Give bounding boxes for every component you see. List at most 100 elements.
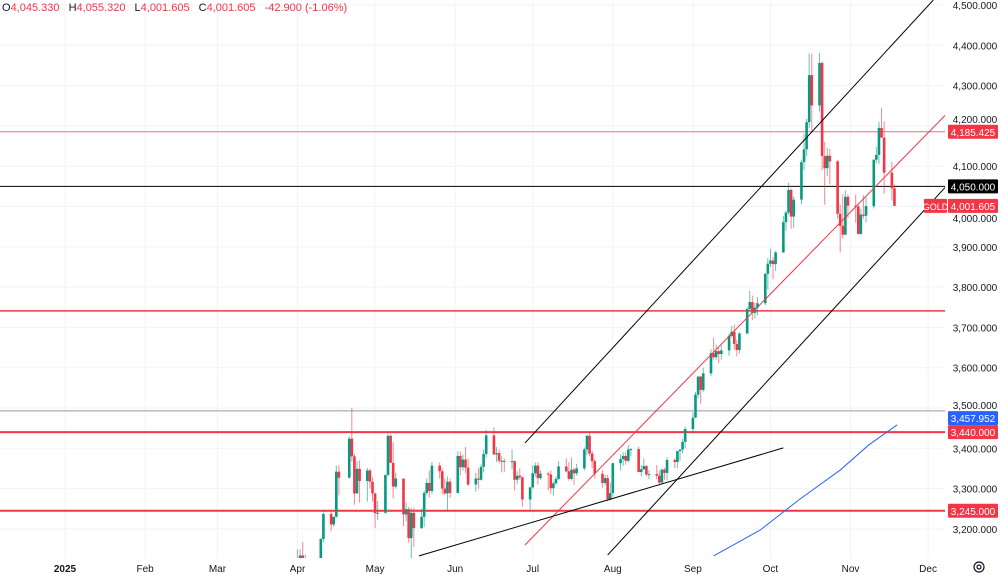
- level-price-label: 4,050.000: [951, 182, 996, 193]
- level-price-label: 3,440.000: [951, 428, 996, 439]
- trend-line-channel-lower: [607, 187, 946, 556]
- candle-body: [570, 469, 573, 479]
- candle-body: [528, 487, 532, 500]
- candle-body: [619, 459, 622, 464]
- price-tick-label: 4,200.000: [953, 115, 998, 126]
- candle-body: [673, 459, 677, 463]
- candle-body: [567, 471, 571, 479]
- candle-body: [518, 475, 522, 478]
- high-label: H: [68, 2, 77, 14]
- candle-body: [422, 493, 426, 517]
- open-label: O: [2, 2, 11, 14]
- candle-body: [694, 394, 697, 418]
- candle-body: [539, 473, 542, 479]
- level-price-label-bg: [948, 124, 998, 139]
- time-tick-label: Oct: [763, 564, 779, 575]
- candle-body: [355, 468, 359, 494]
- candle-body: [802, 149, 806, 163]
- candle-body: [720, 350, 723, 354]
- candle-body: [394, 478, 398, 487]
- candle-body: [732, 331, 736, 344]
- candle-body: [717, 351, 721, 354]
- candle-body: [621, 455, 625, 460]
- candle-body: [347, 438, 351, 478]
- candle-body: [823, 156, 826, 169]
- candle-body: [784, 212, 788, 223]
- candle-body: [818, 63, 821, 106]
- candle-body: [466, 467, 470, 485]
- price-tick-label: 3,300.000: [953, 485, 998, 496]
- candle-body: [771, 260, 775, 265]
- candle-body: [552, 483, 555, 489]
- level-price-label-bg: [948, 503, 998, 518]
- candle-body: [319, 538, 323, 558]
- candle-body: [513, 461, 516, 480]
- candle-body: [353, 456, 356, 494]
- price-axis[interactable]: 4,500.000 4,400.000 4,300.000 4,200.000 4,10…: [953, 1, 998, 536]
- candle-body: [709, 353, 713, 374]
- price-tick-label: 4,300.000: [953, 82, 998, 93]
- candle-body: [366, 470, 369, 481]
- candle-body: [407, 509, 410, 539]
- candles: [297, 52, 896, 558]
- candle-body: [862, 214, 865, 216]
- candle-body: [389, 435, 392, 463]
- low-value: 4,001.605: [140, 2, 190, 14]
- candle-body: [521, 477, 524, 500]
- candle-body: [738, 333, 741, 350]
- candle-body: [386, 435, 390, 475]
- candle-body: [859, 214, 863, 234]
- candle-body: [787, 189, 790, 213]
- candle-body: [751, 302, 754, 313]
- candle-body: [663, 469, 666, 473]
- candle-body: [681, 441, 684, 450]
- candle-body: [805, 122, 808, 150]
- time-tick-label: Jun: [447, 564, 463, 575]
- candle-body: [531, 473, 535, 488]
- trend-line-support: [418, 447, 784, 557]
- trend-line-channel-mid: [524, 115, 946, 546]
- candle-body: [402, 478, 405, 515]
- candle-body: [404, 509, 408, 515]
- candle-body: [322, 513, 325, 539]
- candle-body: [880, 127, 883, 138]
- candle-body: [588, 435, 591, 454]
- time-tick-label: Apr: [290, 564, 306, 575]
- candle-body: [515, 475, 519, 480]
- trend-lines: [418, 0, 946, 557]
- candle-body: [350, 438, 354, 457]
- settings-button[interactable]: [973, 561, 985, 573]
- trend-line-channel-upper: [524, 0, 934, 444]
- candle-body: [774, 252, 777, 265]
- candle-body: [371, 481, 374, 494]
- symbol-tag: GOLD: [923, 202, 949, 212]
- candle-body: [448, 481, 452, 494]
- candle-body: [745, 308, 749, 334]
- candle-body: [683, 428, 687, 442]
- candle-body: [502, 460, 506, 462]
- time-tick-label: Aug: [604, 564, 622, 575]
- candle-body: [856, 206, 860, 234]
- candle-body: [497, 453, 501, 461]
- level-price-label-bg: [948, 425, 998, 440]
- candle-body: [484, 435, 488, 454]
- candle-body: [836, 161, 839, 214]
- candle-body: [838, 213, 842, 226]
- candle-body: [368, 470, 372, 482]
- candle-body: [590, 453, 594, 462]
- time-tick-label: Dec: [919, 564, 937, 575]
- candle-body: [495, 453, 498, 455]
- candle-body: [766, 263, 770, 274]
- grid: [0, 0, 945, 558]
- candle-body: [456, 455, 460, 494]
- candle-body: [655, 474, 659, 476]
- time-axis[interactable]: 2025 Feb Mar Apr May Jun Jul Aug Sep Oct Nov Dec: [54, 564, 937, 575]
- candle-body: [585, 435, 589, 450]
- candle-body: [474, 478, 478, 485]
- candle-body: [358, 468, 361, 481]
- candle-body: [629, 449, 633, 451]
- candle-body: [627, 449, 630, 461]
- candle-body: [337, 471, 341, 478]
- price-tick-label: 3,200.000: [953, 525, 998, 536]
